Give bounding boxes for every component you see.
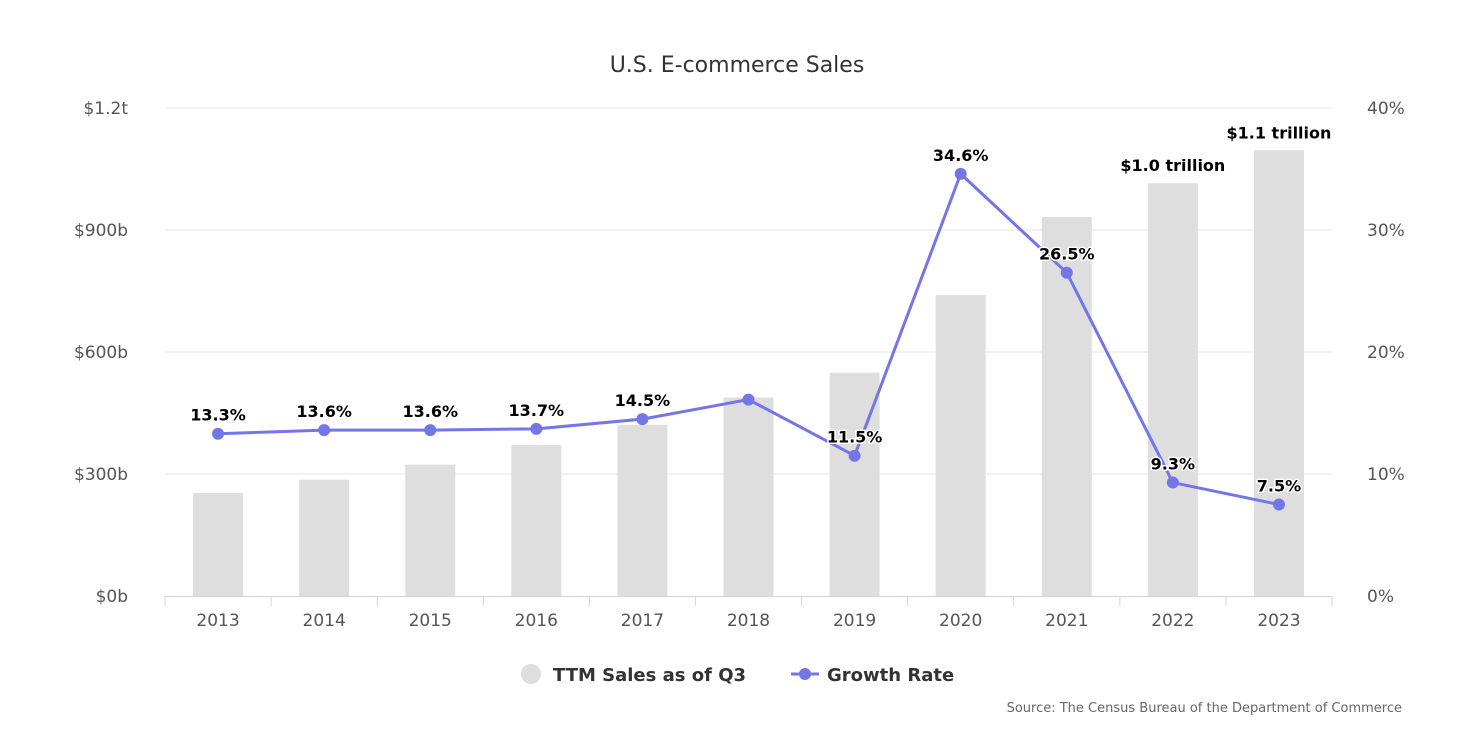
growth-label-2015: 13.6%: [402, 402, 458, 421]
growth-point-2023: [1272, 498, 1285, 511]
growth-point-2020: [954, 167, 967, 180]
growth-label-2021: 26.5%: [1039, 245, 1095, 264]
growth-point-2018: [742, 393, 755, 406]
growth-label-2020: 34.6%: [933, 146, 989, 165]
legend-item-sales[interactable]: TTM Sales as of Q3: [521, 664, 746, 686]
right-tick-label: 0%: [1367, 587, 1394, 607]
left-tick-label: $900b: [74, 221, 128, 241]
growth-point-2015: [424, 424, 437, 437]
bar-series: [193, 150, 1304, 596]
x-tick-label: 2014: [303, 611, 346, 631]
left-tick-label: $0b: [96, 587, 128, 607]
legend-label-sales: TTM Sales as of Q3: [553, 665, 746, 686]
right-axis: 0% 10% 20% 30% 40%: [1367, 99, 1405, 607]
x-tick-label: 2015: [409, 611, 452, 631]
left-tick-label: $300b: [74, 465, 128, 485]
growth-label-2023: 7.5%: [1257, 477, 1301, 496]
right-tick-label: 30%: [1367, 221, 1405, 241]
left-axis: $0b $300b $600b $900b $1.2t: [74, 99, 128, 607]
growth-label-2016: 13.7%: [509, 401, 565, 420]
line-series: [212, 167, 1285, 511]
bar-2022: [1147, 183, 1198, 596]
growth-point-2013: [212, 427, 225, 440]
bar-2014: [299, 479, 350, 596]
legend: TTM Sales as of Q3 Growth Rate: [521, 664, 954, 686]
x-tick-label: 2023: [1257, 611, 1300, 631]
bar-2017: [617, 424, 668, 596]
x-tick-label: 2020: [939, 611, 982, 631]
growth-point-2019: [848, 449, 861, 462]
x-axis: 2013 2014 2015 2016 2017 2018 2019 2020 2021 2022…: [164, 596, 1333, 631]
growth-label-2019: 11.5%: [827, 428, 883, 447]
left-tick-label: $1.2t: [83, 99, 128, 119]
x-tick-label: 2018: [727, 611, 770, 631]
legend-label-growth: Growth Rate: [827, 665, 954, 686]
growth-point-2016: [530, 422, 543, 435]
bar-2023: [1253, 150, 1304, 596]
right-tick-label: 40%: [1367, 99, 1405, 119]
growth-point-2022: [1166, 476, 1179, 489]
left-tick-label: $600b: [74, 343, 128, 363]
growth-point-2021: [1060, 266, 1073, 279]
legend-item-growth[interactable]: Growth Rate: [791, 665, 954, 686]
growth-label-2017: 14.5%: [615, 391, 671, 410]
legend-swatch-growth-dot: [799, 668, 811, 680]
x-tick-label: 2013: [196, 611, 239, 631]
data-labels: 13.3% 13.6% 13.6% 13.7% 14.5% 11.5% 34.6% 26.5%…: [189, 122, 1333, 497]
legend-swatch-sales: [521, 664, 541, 684]
bar-2020: [935, 295, 986, 596]
bar-2021: [1041, 216, 1092, 596]
x-tick-label: 2017: [621, 611, 664, 631]
x-tick-label: 2022: [1151, 611, 1194, 631]
bar-2015: [405, 464, 456, 596]
right-tick-label: 20%: [1367, 343, 1405, 363]
growth-label-2014: 13.6%: [296, 402, 352, 421]
source-credit: Source: The Census Bureau of the Departm…: [1007, 701, 1402, 716]
growth-point-2017: [636, 413, 649, 426]
growth-label-2013: 13.3%: [190, 406, 246, 425]
right-tick-label: 10%: [1367, 465, 1405, 485]
x-tick-label: 2019: [833, 611, 876, 631]
chart-title: U.S. E-commerce Sales: [610, 53, 865, 78]
x-tick-label: 2016: [515, 611, 558, 631]
bar-2013: [193, 493, 244, 596]
growth-label-2022: 9.3%: [1151, 455, 1195, 474]
sales-label-2022: $1.0 trillion: [1120, 156, 1225, 175]
x-tick-label: 2021: [1045, 611, 1088, 631]
bar-2016: [511, 445, 562, 596]
sales-label-2023: $1.1 trillion: [1227, 123, 1332, 142]
bar-2018: [723, 397, 774, 596]
growth-point-2014: [318, 424, 331, 437]
